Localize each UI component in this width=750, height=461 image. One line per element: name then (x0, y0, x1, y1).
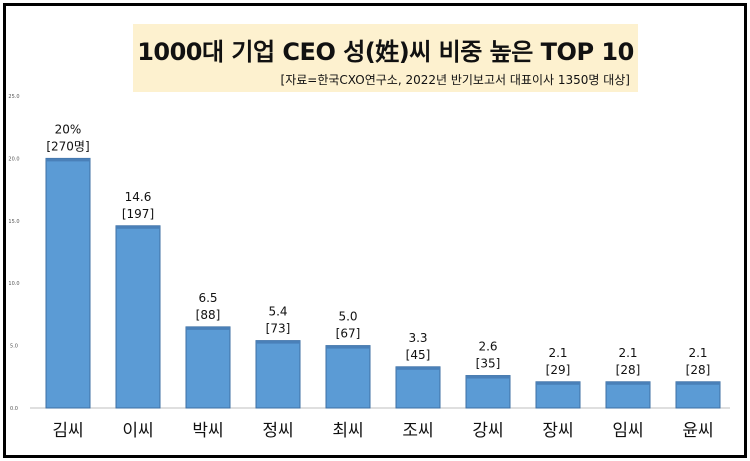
x-tick-label: 강씨 (472, 421, 503, 441)
bar-top (606, 381, 650, 385)
count-label: [73] (266, 322, 291, 336)
value-label: 2.1 (548, 346, 567, 360)
bar-top (466, 375, 510, 379)
title-box: 1000대 기업 CEO 성(姓)씨 비중 높은 TOP 10 [자료=한국CX… (133, 24, 638, 92)
count-label: [270명] (46, 139, 89, 153)
value-label: 2.1 (618, 346, 637, 360)
bar-top (536, 381, 580, 385)
bar (45, 157, 91, 409)
bar-top (256, 340, 300, 344)
count-label: [88] (196, 308, 221, 322)
bar-top (116, 225, 160, 229)
x-tick-label: 박씨 (192, 421, 223, 441)
chart-subtitle: [자료=한국CXO연구소, 2022년 반기보고서 대표이사 1350명 대상] (280, 73, 630, 87)
y-tick-label: 20.0 (8, 156, 19, 162)
value-label: 6.5 (198, 291, 217, 305)
y-tick-label: 15.0 (8, 219, 19, 225)
chart-title: 1000대 기업 CEO 성(姓)씨 비중 높은 TOP 10 (137, 38, 634, 66)
bar (605, 381, 651, 409)
x-tick-label: 최씨 (332, 421, 363, 441)
x-tick-label: 임씨 (612, 421, 643, 441)
x-tick-label: 윤씨 (682, 421, 713, 441)
bar (115, 225, 161, 409)
value-label: 14.6 (125, 190, 152, 204)
bar (255, 340, 301, 409)
value-label: 3.3 (408, 331, 427, 345)
count-label: [29] (546, 363, 571, 377)
bar-top (186, 326, 230, 330)
y-tick-label: 5.0 (10, 344, 18, 350)
value-label: 2.6 (478, 340, 497, 354)
count-label: [28] (616, 363, 641, 377)
bar-top (46, 158, 90, 162)
count-label: [45] (406, 348, 431, 362)
x-tick-label: 김씨 (52, 421, 83, 441)
x-tick-label: 이씨 (122, 421, 153, 441)
value-label: 5.4 (268, 305, 287, 319)
bar-top (326, 345, 370, 349)
x-tick-label: 조씨 (402, 421, 433, 441)
bar (395, 366, 441, 409)
count-label: [28] (686, 363, 711, 377)
count-label: [35] (476, 357, 501, 371)
value-label: 2.1 (688, 346, 707, 360)
value-label: 20% (55, 122, 82, 136)
x-tick-label: 정씨 (262, 421, 293, 441)
count-label: [197] (122, 207, 154, 221)
bar-top (396, 366, 440, 370)
value-label: 5.0 (338, 310, 357, 324)
y-tick-label: 25.0 (8, 94, 19, 100)
y-tick-label: 0.0 (10, 406, 18, 412)
bar (185, 326, 231, 409)
x-tick-label: 장씨 (542, 421, 573, 441)
bar (535, 381, 581, 409)
bar (325, 345, 371, 409)
count-label: [67] (336, 327, 361, 341)
bar-top (676, 381, 720, 385)
y-tick-label: 10.0 (8, 281, 19, 287)
bar (675, 381, 721, 409)
bar (465, 375, 511, 409)
